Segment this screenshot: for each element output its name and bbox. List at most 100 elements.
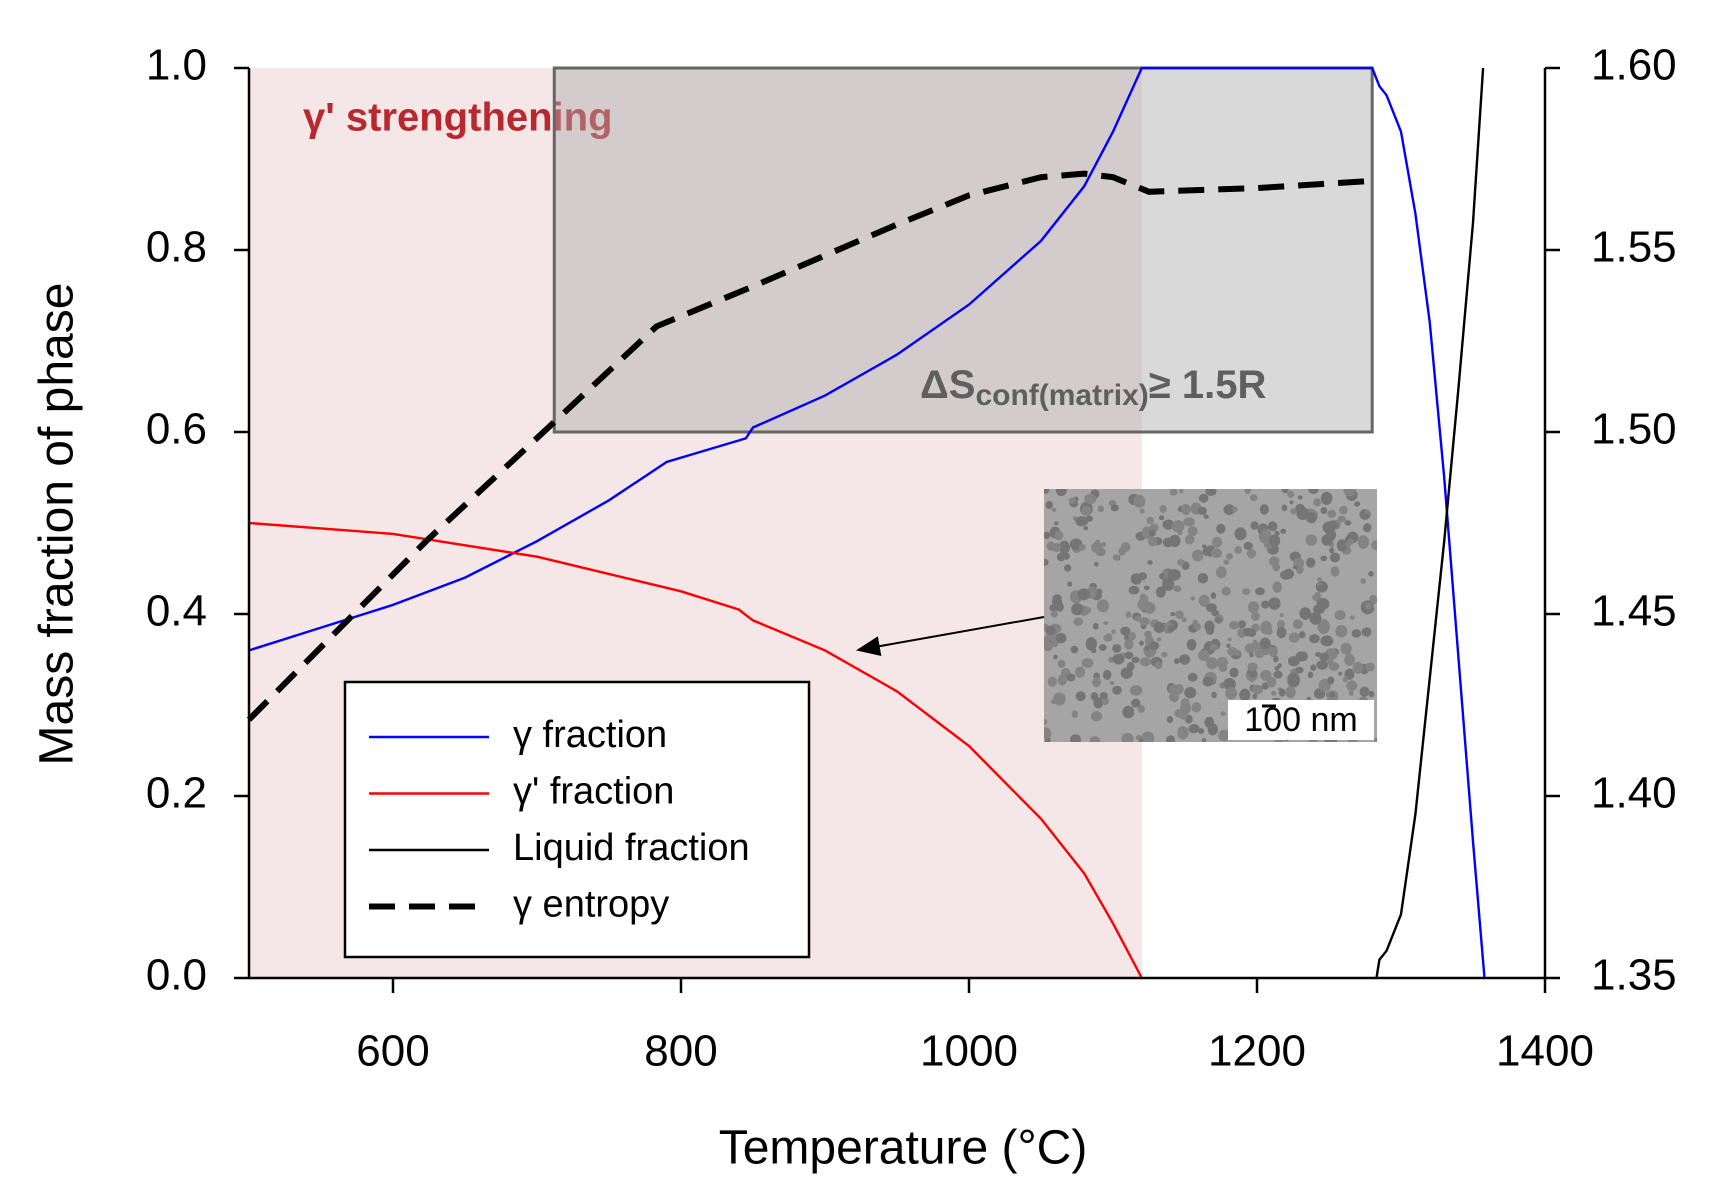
particle (1271, 690, 1277, 696)
particle (1210, 548, 1222, 559)
particle (1198, 727, 1205, 735)
y2-tick-label: 1.50 (1591, 405, 1677, 454)
particle (1156, 637, 1162, 642)
particle (1052, 594, 1062, 602)
particle (1162, 537, 1174, 548)
particle (1249, 652, 1254, 658)
particle (1259, 637, 1271, 650)
particle (1338, 671, 1343, 676)
particle (1148, 560, 1153, 565)
particle (1210, 592, 1217, 599)
particle (1044, 558, 1049, 566)
particle (1223, 504, 1236, 515)
particle (1344, 668, 1355, 680)
particle (1344, 520, 1352, 526)
particle (1074, 666, 1086, 678)
particle (1083, 525, 1089, 531)
particle (1281, 504, 1288, 512)
particle (1137, 598, 1150, 611)
particle (1153, 622, 1165, 634)
particle (1364, 662, 1376, 672)
particle (1334, 610, 1346, 621)
particle (1112, 643, 1122, 653)
particle (1055, 602, 1064, 612)
particle (1288, 632, 1300, 643)
particle (1099, 692, 1108, 699)
particle (1349, 615, 1355, 620)
particle (1126, 661, 1135, 671)
particle (1326, 529, 1337, 541)
particle (1234, 527, 1247, 541)
particle (1315, 651, 1321, 657)
particle (1201, 738, 1207, 742)
particle (1209, 643, 1218, 651)
particle (1273, 670, 1283, 679)
particle (1247, 601, 1260, 614)
particle (1135, 734, 1142, 741)
particle (1342, 676, 1348, 683)
legend-label: γ fraction (513, 714, 667, 756)
particle (1052, 542, 1061, 553)
particle (1078, 544, 1086, 551)
particle (1161, 651, 1168, 658)
particle (1247, 662, 1258, 672)
particle (1124, 639, 1134, 650)
particle (1280, 528, 1287, 534)
legend-label: Liquid fraction (513, 827, 750, 869)
x-tick-label: 1000 (920, 1027, 1018, 1076)
particle (1272, 655, 1279, 663)
region-label: γ' strengthening (303, 96, 613, 140)
particle (1179, 654, 1191, 665)
particle (1141, 731, 1155, 742)
y-tick-label: 0.0 (146, 951, 207, 1000)
particle (1084, 493, 1097, 505)
particle (1159, 504, 1167, 514)
particle (1299, 607, 1312, 620)
particle (1320, 491, 1333, 505)
y2-tick-label: 1.35 (1591, 951, 1677, 1000)
particle (1055, 632, 1067, 644)
particle (1090, 647, 1097, 654)
particle (1202, 676, 1214, 687)
y2-tick-label: 1.55 (1591, 223, 1677, 272)
particle (1276, 619, 1285, 630)
particle (1278, 688, 1286, 697)
particle (1183, 517, 1195, 527)
particle (1227, 647, 1238, 656)
particle (1361, 627, 1372, 637)
particle (1098, 644, 1107, 651)
particle (1062, 552, 1070, 560)
particle (1105, 633, 1113, 642)
particle (1125, 611, 1132, 618)
particle (1044, 719, 1048, 725)
particle (1344, 653, 1355, 666)
particle (1267, 521, 1278, 532)
particle (1255, 587, 1265, 596)
particle (1306, 696, 1312, 701)
y-tick-label: 0.6 (146, 405, 207, 454)
particle (1260, 600, 1270, 609)
particle (1327, 520, 1338, 531)
particle (1051, 640, 1059, 648)
particle (1187, 525, 1198, 537)
particle (1128, 585, 1140, 595)
particle (1169, 489, 1178, 496)
particle (1121, 732, 1134, 742)
particle (1312, 595, 1317, 601)
particle (1248, 668, 1258, 678)
particle (1229, 620, 1240, 630)
particle (1166, 735, 1176, 742)
particle (1057, 674, 1068, 686)
y-tick-label: 0.2 (146, 769, 207, 818)
particle (1260, 529, 1271, 538)
particle (1216, 566, 1227, 579)
inset-sheen (1044, 489, 1377, 742)
particle (1192, 619, 1199, 627)
x-tick-label: 1200 (1208, 1027, 1306, 1076)
particle (1158, 515, 1165, 521)
particle (1146, 516, 1155, 525)
legend-box (343, 680, 811, 959)
particle (1154, 661, 1163, 670)
particle (1316, 660, 1329, 670)
